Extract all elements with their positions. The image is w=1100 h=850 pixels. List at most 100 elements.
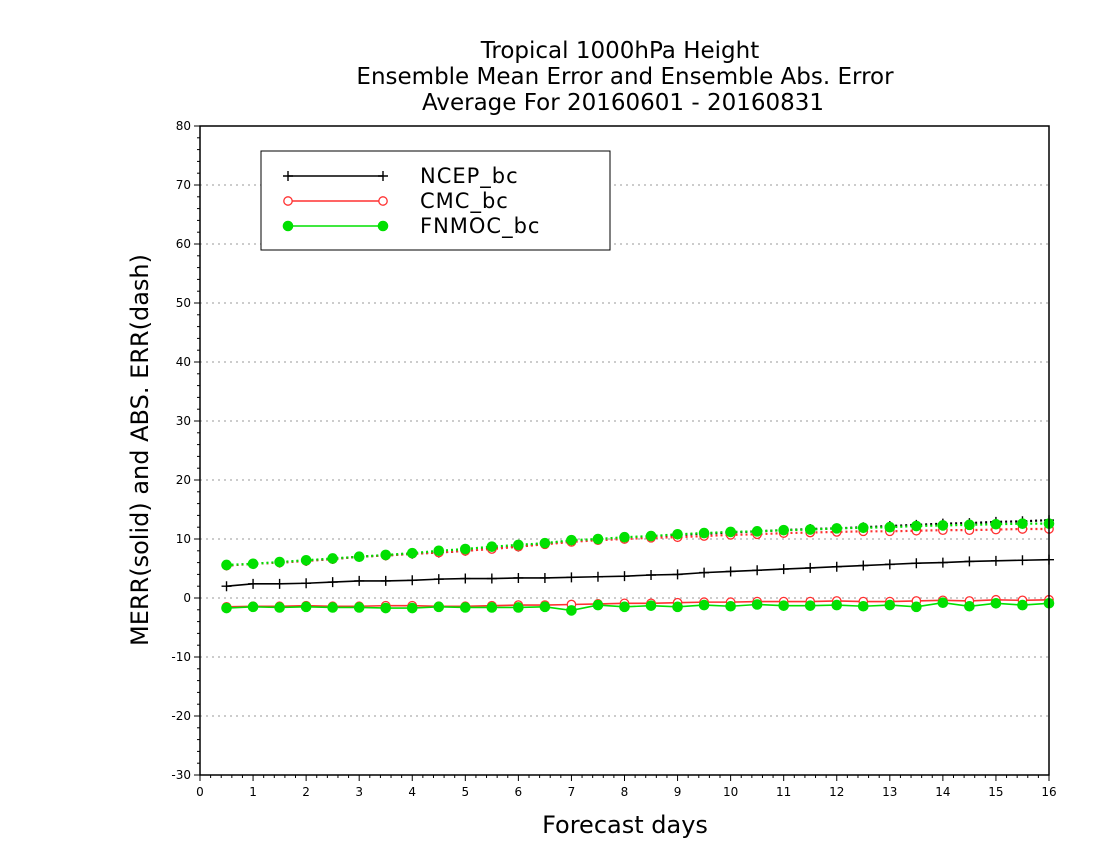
y-tick-label: -10 (171, 650, 191, 664)
ncep-bc-merr-point (407, 575, 418, 586)
fnmoc-bc-merr-point (911, 601, 922, 613)
fnmoc-bc-abs-err-point (460, 543, 471, 555)
fnmoc-bc-abs-err-point (857, 522, 869, 534)
x-tick-label: 11 (776, 785, 791, 799)
legend-item-fnmoc-bc: FNMOC_bc (282, 214, 540, 239)
x-tick-label: 3 (355, 785, 363, 799)
x-tick-label: 1 (249, 785, 257, 799)
fnmoc-bc-abs-err-point (486, 541, 498, 552)
y-tick-label: 20 (176, 473, 191, 487)
y-tick-label: 30 (176, 414, 191, 428)
ncep-bc-merr-point (725, 566, 736, 577)
fnmoc-bc-merr-point (884, 599, 896, 611)
ncep-bc-merr-point (646, 569, 657, 580)
ncep-bc-merr-point (990, 555, 1001, 566)
legend-label: NCEP_bc (420, 164, 519, 189)
y-tick-label: -20 (171, 709, 191, 723)
fnmoc-bc-merr-point (990, 598, 1002, 609)
fnmoc-bc-abs-err-point (725, 526, 736, 538)
legend-swatch-marker (378, 171, 388, 181)
title-line-3: Average For 20160601 - 20160831 (422, 90, 824, 116)
x-tick-label: 4 (408, 785, 416, 799)
ncep-bc-merr-point (274, 578, 285, 589)
fnmoc-bc-merr-point (751, 599, 763, 610)
title-line-1: Tropical 1000hPa Height (480, 38, 760, 64)
x-tick-label: 13 (882, 785, 897, 799)
y-axis: -30 -20 -10 0 10 20 30 40 50 60 70 80 (171, 119, 200, 782)
ncep-bc-merr-point (805, 562, 816, 573)
x-tick-label: 0 (196, 785, 204, 799)
legend-label: FNMOC_bc (420, 214, 540, 239)
x-tick-label: 9 (674, 785, 682, 799)
y-tick-label: 60 (176, 237, 191, 251)
fnmoc-bc-merr-point (353, 602, 365, 613)
ncep-bc-abs-err-line (226, 519, 1050, 567)
ncep-bc-merr-point (566, 572, 577, 583)
fnmoc-bc-merr-point (804, 600, 816, 611)
fnmoc-bc-merr-point (778, 600, 789, 611)
ncep-bc-merr-point (248, 578, 259, 589)
fnmoc-bc-abs-err-point (274, 556, 285, 568)
ncep-bc-merr-point (752, 565, 763, 576)
x-tick-label: 10 (723, 785, 738, 799)
fnmoc-bc-abs-err-point (221, 559, 232, 571)
ncep-bc-merr-point (884, 559, 895, 570)
fnmoc-bc-abs-err-point (327, 553, 338, 564)
fnmoc-bc-abs-err-point (990, 518, 1002, 530)
x-axis-label: Forecast days (542, 811, 708, 839)
fnmoc-bc-merr-point (645, 600, 657, 611)
fnmoc-bc-abs-err-point (539, 537, 551, 549)
fnmoc-bc-abs-err-point (804, 524, 816, 535)
series-fnmoc-bc (221, 518, 1055, 616)
fnmoc-bc-abs-err-point (884, 521, 896, 533)
ncep-bc-merr-point (354, 575, 365, 586)
ncep-bc-merr-point (380, 575, 391, 586)
x-tick-label: 2 (302, 785, 310, 799)
fnmoc-bc-merr-point (1017, 599, 1028, 611)
fnmoc-bc-merr-point (221, 602, 232, 614)
fnmoc-bc-abs-err-point (778, 524, 789, 536)
fnmoc-bc-abs-err-point (751, 526, 763, 537)
fnmoc-bc-merr-point (539, 601, 551, 613)
fnmoc-bc-merr-point (672, 601, 683, 613)
y-tick-label: 80 (176, 119, 191, 133)
fnmoc-bc-abs-err-point (433, 545, 445, 557)
cmc-bc-abs-err-line (226, 527, 1049, 567)
fnmoc-bc-merr-point (964, 600, 975, 612)
fnmoc-bc-merr-point (327, 602, 338, 613)
fnmoc-bc-abs-err-point (592, 533, 604, 545)
x-tick-label: 12 (829, 785, 844, 799)
x-tick-label: 5 (461, 785, 469, 799)
fnmoc-bc-merr-point (513, 602, 524, 613)
x-tick-label: 14 (935, 785, 950, 799)
y-tick-label: -30 (171, 768, 191, 782)
fnmoc-bc-abs-err-point (911, 520, 922, 532)
y-tick-label: 40 (176, 355, 191, 369)
series-layer (221, 515, 1055, 616)
ncep-bc-merr-point (1017, 555, 1028, 566)
fnmoc-bc-abs-err-point (964, 519, 975, 531)
fnmoc-bc-abs-err-point (566, 534, 577, 546)
fnmoc-bc-abs-err-point (300, 554, 312, 566)
ncep-bc-merr-point (911, 558, 922, 569)
fnmoc-bc-merr-point (274, 602, 285, 613)
fnmoc-bc-abs-err-point (698, 527, 710, 539)
chart-title: Tropical 1000hPa Height Ensemble Mean Er… (356, 38, 894, 116)
series-cmc-bc (221, 524, 1054, 612)
fnmoc-bc-merr-point (857, 600, 869, 612)
series-ncep-bc (221, 515, 1054, 592)
legend-swatch-marker (378, 196, 388, 206)
fnmoc-bc-abs-err-point (406, 547, 418, 559)
x-axis: 0 1 2 3 4 5 6 7 8 9 10 11 12 13 14 15 16 (196, 775, 1057, 799)
fnmoc-bc-merr-point (937, 597, 949, 609)
ncep-bc-merr-point (221, 581, 232, 592)
y-axis-label: MERR(solid) and ABS. ERR(dash) (126, 254, 154, 646)
fnmoc-bc-merr-point (380, 602, 392, 614)
ncep-bc-merr-point (937, 557, 948, 568)
x-tick-label: 15 (988, 785, 1003, 799)
ncep-bc-merr-point (592, 571, 603, 582)
fnmoc-bc-abs-err-point (831, 523, 843, 534)
fnmoc-bc-merr-point (486, 602, 498, 613)
